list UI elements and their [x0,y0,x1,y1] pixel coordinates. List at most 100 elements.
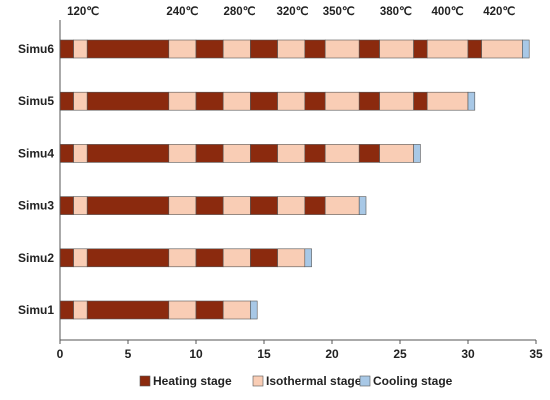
x-tick-label: 25 [393,347,407,361]
bar-segment [426,39,469,59]
x-tick-label: 0 [57,347,64,361]
bar-segment [481,39,523,59]
x-tick-label: 20 [325,347,339,361]
bar-segment [222,39,251,59]
bar-segment [168,196,197,215]
axes-group: Simu6 Simu5 Simu4 Simu3 Simu2 Simu1 0 5 10 15 20 25… [18,20,543,361]
temperature-label: 320℃ [277,5,309,18]
bar-segment [324,39,360,59]
bar-segment [73,248,88,268]
bar-segment [426,91,469,111]
legend-label: Isothermal stage [266,374,362,388]
x-tick-label: 35 [529,347,543,361]
bar-segment [304,196,326,215]
bar-segment [277,196,306,215]
bar-segment [73,39,88,59]
category-label: Simu3 [18,199,54,213]
bar-segment [358,196,367,215]
bar-segment [277,248,306,268]
temperature-label: 380℃ [380,5,412,18]
bar-segment [222,300,251,320]
legend-label: Cooling stage [373,374,453,388]
bar-segment [222,196,251,215]
bar-segment [222,91,251,111]
bar-segment [522,39,530,59]
bars-group [59,39,530,320]
temperature-label: 350℃ [323,5,355,18]
bar-segment [73,196,88,215]
bar-segment [413,144,421,163]
temperature-label: 240℃ [166,5,198,18]
bar-segment [413,91,428,111]
bar-segment [413,39,428,59]
category-label: Simu6 [18,42,54,56]
bar-segment [73,300,88,320]
bar-segment [86,196,170,215]
bar-segment [195,248,224,268]
temperature-label: 120℃ [67,5,99,18]
bar-segment [250,196,278,215]
x-tick-label: 10 [189,347,203,361]
bar-segment [358,39,380,59]
bar-segment [59,196,74,215]
temperature-label: 420℃ [483,5,515,18]
bar-segment [168,144,197,163]
bar-segment [277,91,306,111]
temperature-labels: 120℃ 240℃ 280℃ 320℃ 350℃ 380℃ 400℃ 420℃ [67,5,515,18]
bar-segment [277,39,306,59]
bar-segment [86,300,170,320]
bar-segment [73,91,88,111]
bar-segment [304,144,326,163]
bar-segment [59,300,74,320]
bar-segment [467,39,482,59]
temperature-label: 280℃ [223,5,255,18]
bar-segment [304,248,312,268]
bar-segment [73,144,88,163]
bar-segment [358,144,380,163]
legend-swatch [359,375,371,387]
legend-swatch [252,375,264,387]
bar-segment [195,196,224,215]
bar-segment [379,91,414,111]
bar-segment [250,300,258,320]
bar-segment [324,144,360,163]
bar-segment [222,248,251,268]
legend-label: Heating stage [153,374,232,388]
bar-segment [195,39,224,59]
bar-segment [86,39,170,59]
bar-segment [195,300,224,320]
bar-segment [168,39,197,59]
bar-segment [86,144,170,163]
bar-segment [304,39,326,59]
bar-segment [86,91,170,111]
bar-segment [86,248,170,268]
bar-segment [59,144,74,163]
category-label: Simu1 [18,303,54,317]
bar-segment [250,39,278,59]
bar-segment [250,248,278,268]
bar-segment [168,300,197,320]
x-tick-label: 5 [125,347,132,361]
x-tick-label: 15 [257,347,271,361]
bar-segment [195,144,224,163]
bar-segment [168,91,197,111]
bar-segment [222,144,251,163]
category-label: Simu2 [18,251,54,265]
bar-segment [324,91,360,111]
category-label: Simu5 [18,94,54,108]
legend-swatch [139,375,151,387]
bar-segment [277,144,306,163]
bar-segment [250,91,278,111]
x-tick-label: 30 [461,347,475,361]
temperature-label: 400℃ [432,5,464,18]
category-label: Simu4 [18,146,54,160]
bar-segment [324,196,360,215]
bar-segment [59,39,74,59]
bar-segment [379,144,414,163]
bar-segment [59,248,74,268]
bar-segment [59,91,74,111]
bar-segment [467,91,476,111]
bar-segment [379,39,414,59]
